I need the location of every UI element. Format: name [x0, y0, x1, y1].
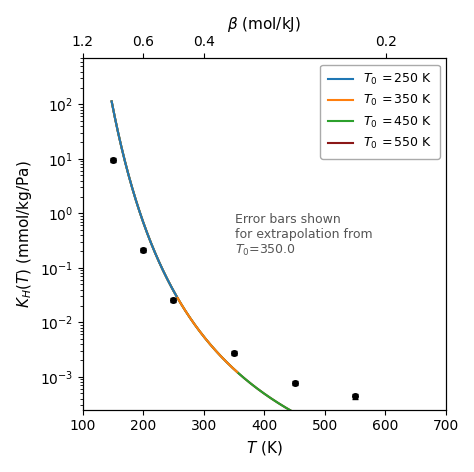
- $T_0\,{=}350$ K: [117, 135, 122, 141]
- Legend: $T_0\,{=}250$ K, $T_0\,{=}350$ K, $T_0\,{=}450$ K, $T_0\,{=}550$ K: $T_0\,{=}250$ K, $T_0\,{=}350$ K, $T_0\,…: [320, 65, 439, 159]
- $T_0\,{=}450$ K: [109, 99, 115, 104]
- $T_0\,{=}250$ K: [113, 118, 118, 124]
- $T_0\,{=}450$ K: [227, 362, 233, 368]
- $T_0\,{=}450$ K: [295, 412, 301, 417]
- $T_0\,{=}250$ K: [150, 245, 156, 251]
- $T_0\,{=}450$ K: [120, 151, 126, 157]
- $T_0\,{=}550$ K: [386, 449, 392, 455]
- Line: $T_0\,{=}250$ K: $T_0\,{=}250$ K: [112, 101, 176, 296]
- $T_0\,{=}550$ K: [109, 99, 115, 104]
- $T_0\,{=}350$ K: [185, 312, 191, 317]
- $T_0\,{=}250$ K: [146, 236, 152, 241]
- $T_0\,{=}550$ K: [304, 417, 310, 422]
- $T_0\,{=}450$ K: [250, 382, 255, 388]
- $T_0\,{=}350$ K: [217, 352, 222, 358]
- $T_0\,{=}250$ K: [158, 263, 164, 269]
- $T_0\,{=}550$ K: [128, 182, 134, 188]
- $T_0\,{=}550$ K: [296, 412, 301, 418]
- Y-axis label: $K_H(T)$ (mmol/kg/Pa): $K_H(T)$ (mmol/kg/Pa): [15, 160, 34, 308]
- $T_0\,{=}450$ K: [217, 352, 222, 358]
- $T_0\,{=}250$ K: [109, 99, 115, 104]
- $T_0\,{=}250$ K: [148, 240, 154, 246]
- $T_0\,{=}350$ K: [109, 99, 115, 104]
- $T_0\,{=}350$ K: [189, 317, 194, 323]
- Line: $T_0\,{=}350$ K: $T_0\,{=}350$ K: [112, 101, 237, 372]
- $T_0\,{=}450$ K: [269, 396, 274, 402]
- $T_0\,{=}350$ K: [182, 306, 187, 312]
- $T_0\,{=}250$ K: [164, 277, 170, 282]
- $T_0\,{=}250$ K: [173, 293, 179, 299]
- Line: $T_0\,{=}550$ K: $T_0\,{=}550$ K: [112, 101, 434, 464]
- X-axis label: $T$ (K): $T$ (K): [246, 439, 283, 457]
- $T_0\,{=}350$ K: [234, 369, 240, 375]
- Line: $T_0\,{=}450$ K: $T_0\,{=}450$ K: [112, 101, 298, 414]
- $T_0\,{=}550$ K: [431, 462, 437, 467]
- $T_0\,{=}550$ K: [353, 438, 359, 444]
- $T_0\,{=}450$ K: [222, 357, 228, 363]
- Text: Error bars shown
for extrapolation from
$T_0$=350.0: Error bars shown for extrapolation from …: [235, 213, 373, 258]
- $T_0\,{=}550$ K: [314, 421, 319, 427]
- $T_0\,{=}350$ K: [204, 337, 210, 343]
- X-axis label: $\beta$ (mol/kJ): $\beta$ (mol/kJ): [227, 15, 301, 34]
